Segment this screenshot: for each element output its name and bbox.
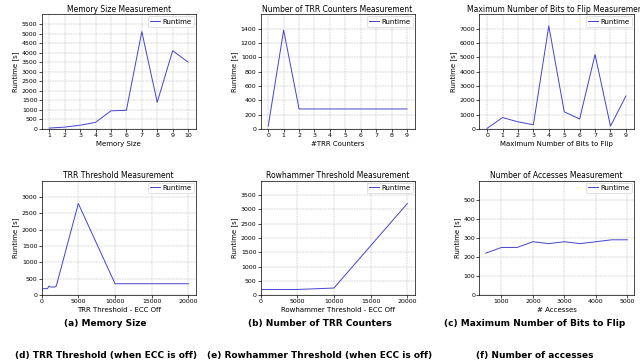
X-axis label: TRR Threshold - ECC Off: TRR Threshold - ECC Off: [77, 307, 161, 313]
Title: Rowhammer Threshold Measurement: Rowhammer Threshold Measurement: [266, 171, 410, 180]
Legend: Runtime: Runtime: [148, 17, 194, 27]
Text: (f) Number of accesses: (f) Number of accesses: [476, 351, 593, 360]
X-axis label: #TRR Counters: #TRR Counters: [311, 141, 364, 147]
Legend: Runtime: Runtime: [586, 183, 632, 193]
X-axis label: Memory Size: Memory Size: [96, 141, 141, 147]
Y-axis label: Runtime [s]: Runtime [s]: [454, 218, 461, 258]
Title: Number of TRR Counters Measurement: Number of TRR Counters Measurement: [262, 5, 413, 14]
Text: (d) TRR Threshold (when ECC is off): (d) TRR Threshold (when ECC is off): [15, 351, 196, 360]
Y-axis label: Runtime [s]: Runtime [s]: [231, 218, 238, 258]
Title: Memory Size Measurement: Memory Size Measurement: [67, 5, 171, 14]
Legend: Runtime: Runtime: [148, 183, 194, 193]
Title: TRR Threshold Measurement: TRR Threshold Measurement: [63, 171, 174, 180]
Text: (e) Rowhammer Threshold (when ECC is off): (e) Rowhammer Threshold (when ECC is off…: [207, 351, 433, 360]
X-axis label: # Accesses: # Accesses: [536, 307, 577, 313]
X-axis label: Rowhammer Threshold - ECC Off: Rowhammer Threshold - ECC Off: [280, 307, 395, 313]
X-axis label: Maximum Number of Bits to Flip: Maximum Number of Bits to Flip: [500, 141, 613, 147]
Y-axis label: Runtime [s]: Runtime [s]: [12, 51, 19, 92]
Legend: Runtime: Runtime: [367, 17, 413, 27]
Title: Maximum Number of Bits to Flip Measurement: Maximum Number of Bits to Flip Measureme…: [467, 5, 640, 14]
Text: (c) Maximum Number of Bits to Flip: (c) Maximum Number of Bits to Flip: [444, 319, 625, 328]
Text: (b) Number of TRR Counters: (b) Number of TRR Counters: [248, 319, 392, 328]
Legend: Runtime: Runtime: [367, 183, 413, 193]
Y-axis label: Runtime [s]: Runtime [s]: [231, 51, 238, 92]
Title: Number of Accesses Measurement: Number of Accesses Measurement: [490, 171, 623, 180]
Y-axis label: Runtime [s]: Runtime [s]: [450, 51, 457, 92]
Legend: Runtime: Runtime: [586, 17, 632, 27]
Y-axis label: Runtime [s]: Runtime [s]: [12, 218, 19, 258]
Text: (a) Memory Size: (a) Memory Size: [65, 319, 147, 328]
